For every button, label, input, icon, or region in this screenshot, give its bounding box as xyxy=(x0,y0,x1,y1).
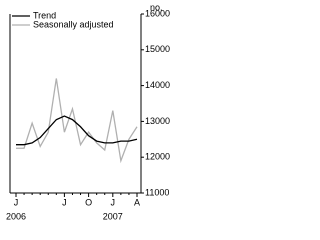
series-line xyxy=(16,115,138,146)
y-tick-label: 11000 xyxy=(145,187,169,197)
legend-label: Trend xyxy=(33,10,56,20)
legend-label: Seasonally adjusted xyxy=(33,19,114,29)
y-axis-label: no. xyxy=(150,2,163,12)
x-tick-label: O xyxy=(85,197,92,207)
y-tick-label: 13000 xyxy=(145,116,170,126)
y-tick-label: 14000 xyxy=(145,80,170,90)
x-tick-label: J xyxy=(111,197,116,207)
year-label: 2006 xyxy=(6,211,26,221)
year-label: 2007 xyxy=(103,211,123,221)
x-tick-label: J xyxy=(62,197,67,207)
x-tick-label: J xyxy=(14,197,19,207)
y-tick-label: 15000 xyxy=(145,44,170,54)
x-tick-label: A xyxy=(134,197,140,207)
y-tick-label: 16000 xyxy=(145,8,170,18)
series-line xyxy=(16,78,138,164)
y-tick-label: 12000 xyxy=(145,152,170,162)
chart: no. 11000 12000 13000 14000 15000 16000 J J O J A 2… xyxy=(6,2,170,221)
